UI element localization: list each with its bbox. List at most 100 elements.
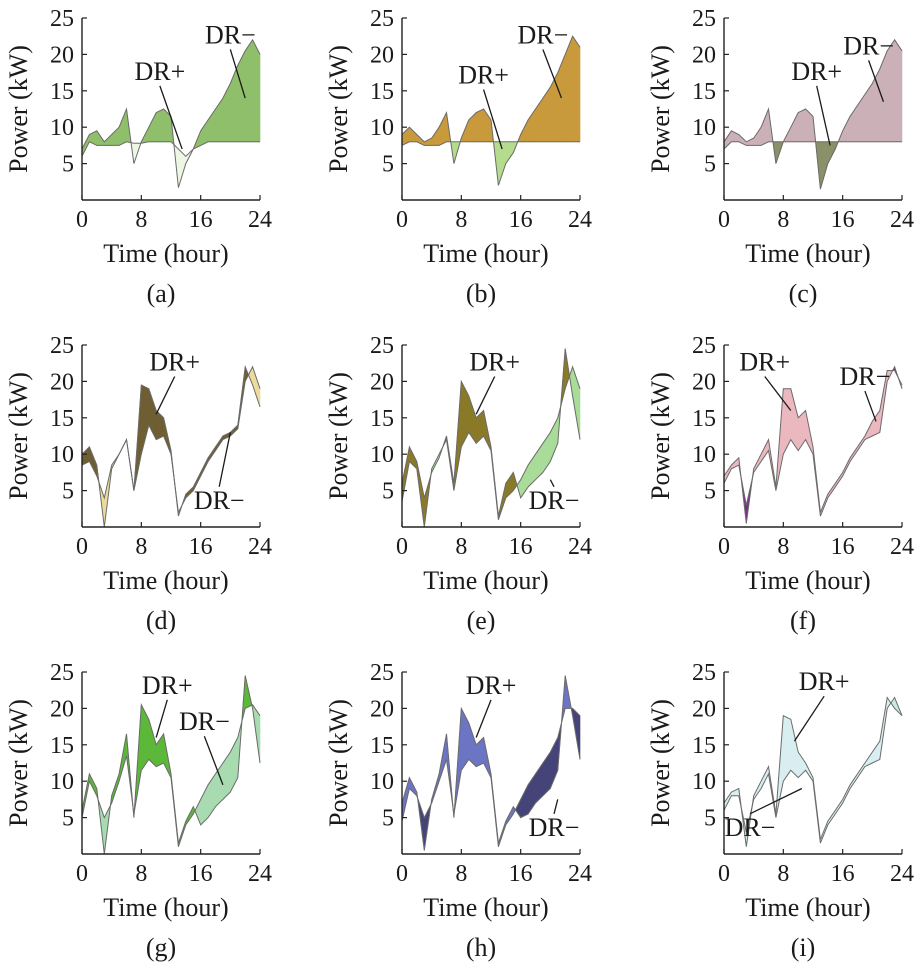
y-tick-label: 10 xyxy=(50,115,74,141)
x-tick-label: 0 xyxy=(396,861,408,887)
x-tick-label: 24 xyxy=(568,207,592,233)
dr-minus-band xyxy=(148,112,157,143)
x-tick-label: 24 xyxy=(568,861,592,887)
subplot-caption: (i) xyxy=(791,933,816,962)
y-tick-label: 5 xyxy=(382,806,394,832)
x-axis-label: Time (hour) xyxy=(103,239,228,268)
x-tick-label: 8 xyxy=(135,861,147,887)
dr-minus-band xyxy=(215,97,224,143)
subplot-h: 0 8 16 24 5 10 15 20 25 Time (hour) Power (kW) (h) D… xyxy=(324,660,592,962)
y-tick-label: 5 xyxy=(704,479,716,505)
x-tick-label: 0 xyxy=(718,861,730,887)
adjusted-load-line xyxy=(401,675,581,851)
annotation-label: DR− xyxy=(725,813,776,842)
y-tick-label: 10 xyxy=(692,442,716,468)
y-tick-label: 10 xyxy=(370,769,394,795)
dr-plus-band xyxy=(820,141,829,190)
subplot-caption: (c) xyxy=(789,279,818,308)
dr-minus-band xyxy=(475,409,484,445)
annotation-label: DR− xyxy=(194,486,245,515)
baseline-load-line xyxy=(401,141,580,146)
dr-plus-band xyxy=(505,141,514,165)
y-tick-label: 25 xyxy=(370,6,394,32)
x-tick-label: 8 xyxy=(777,534,789,560)
x-axis-label: Time (hour) xyxy=(745,893,870,922)
x-axis-label: Time (hour) xyxy=(423,566,548,595)
y-tick-label: 5 xyxy=(382,152,394,178)
x-axis-label: Time (hour) xyxy=(745,566,870,595)
x-tick-label: 0 xyxy=(76,207,88,233)
x-tick-label: 0 xyxy=(718,534,730,560)
y-tick-label: 15 xyxy=(692,733,716,759)
y-axis-label: Power (kW) xyxy=(324,45,353,173)
baseline-load-line xyxy=(723,141,902,150)
x-tick-label: 8 xyxy=(777,207,789,233)
annotation-leader xyxy=(475,376,496,415)
annotation-leader xyxy=(793,695,825,742)
subplot-d: 0 8 16 24 5 10 15 20 25 Time (hour) Power (kW) (d) D… xyxy=(4,333,272,635)
annotation-label: DR+ xyxy=(799,667,850,696)
dr-minus-band xyxy=(141,384,150,455)
annotation-label: DR+ xyxy=(134,57,185,86)
subplot-caption: (g) xyxy=(146,933,176,962)
dr-minus-band xyxy=(557,54,566,143)
y-tick-label: 10 xyxy=(370,442,394,468)
y-axis-label: Power (kW) xyxy=(324,699,353,827)
dr-minus-band xyxy=(252,39,261,143)
annotation-label: DR+ xyxy=(466,671,517,700)
x-tick-label: 24 xyxy=(568,534,592,560)
x-tick-label: 0 xyxy=(396,207,408,233)
y-tick-label: 20 xyxy=(50,369,74,395)
y-axis-label: Power (kW) xyxy=(646,45,675,173)
y-tick-label: 20 xyxy=(692,369,716,395)
annotation-leader xyxy=(553,799,559,814)
y-tick-label: 10 xyxy=(370,115,394,141)
subplot-caption: (f) xyxy=(790,606,816,635)
y-tick-label: 10 xyxy=(50,769,74,795)
y-axis-label: Power (kW) xyxy=(4,45,33,173)
dr-minus-band xyxy=(857,93,866,143)
subplot-a: 0 8 16 24 5 10 15 20 25 Time (hour) Power (kW) (a) D… xyxy=(4,6,272,308)
subplot-i: 0 8 16 24 5 10 15 20 25 Time (hour) Power (kW) (i) D… xyxy=(646,660,914,962)
x-tick-label: 0 xyxy=(76,861,88,887)
dr-minus-band xyxy=(155,409,164,441)
y-tick-label: 15 xyxy=(692,79,716,105)
annotation-label: DR− xyxy=(205,20,256,49)
y-tick-label: 15 xyxy=(370,733,394,759)
x-tick-label: 24 xyxy=(248,207,272,233)
annotation-leader xyxy=(155,699,168,738)
y-tick-label: 20 xyxy=(50,696,74,722)
annotation-label: DR− xyxy=(529,813,580,842)
dr-minus-band xyxy=(760,108,769,146)
subplot-e: 0 8 16 24 5 10 15 20 25 Time (hour) Power (kW) (e) D… xyxy=(324,333,592,635)
dr-minus-band xyxy=(782,388,792,455)
y-axis-label: Power (kW) xyxy=(4,372,33,500)
y-tick-label: 15 xyxy=(370,406,394,432)
y-tick-label: 10 xyxy=(692,115,716,141)
annotation-leader xyxy=(229,49,246,99)
subplot-b: 0 8 16 24 5 10 15 20 25 Time (hour) Power (kW) (b) D… xyxy=(324,6,592,308)
annotation-leader xyxy=(155,376,176,415)
x-axis-label: Time (hour) xyxy=(103,566,228,595)
annotation-label: DR+ xyxy=(791,57,842,86)
subplot-caption: (h) xyxy=(466,933,496,962)
y-tick-label: 20 xyxy=(692,696,716,722)
annotation-leader xyxy=(549,479,555,488)
y-tick-label: 20 xyxy=(50,42,74,68)
y-tick-label: 10 xyxy=(692,769,716,795)
annotation-label: DR+ xyxy=(739,347,790,376)
adjusted-load-line xyxy=(401,348,581,517)
dr-minus-band xyxy=(438,112,447,146)
x-tick-label: 24 xyxy=(890,207,914,233)
x-tick-label: 16 xyxy=(189,861,213,887)
x-tick-label: 8 xyxy=(135,534,147,560)
annotation-leader xyxy=(542,49,563,99)
x-tick-label: 8 xyxy=(455,861,467,887)
annotation-label: DR+ xyxy=(142,671,193,700)
adjusted-load-line xyxy=(81,675,261,855)
x-axis-label: Time (hour) xyxy=(423,239,548,268)
annotation-label: DR− xyxy=(840,362,891,391)
annotation-leader xyxy=(864,390,877,422)
dr-minus-band xyxy=(805,108,814,143)
